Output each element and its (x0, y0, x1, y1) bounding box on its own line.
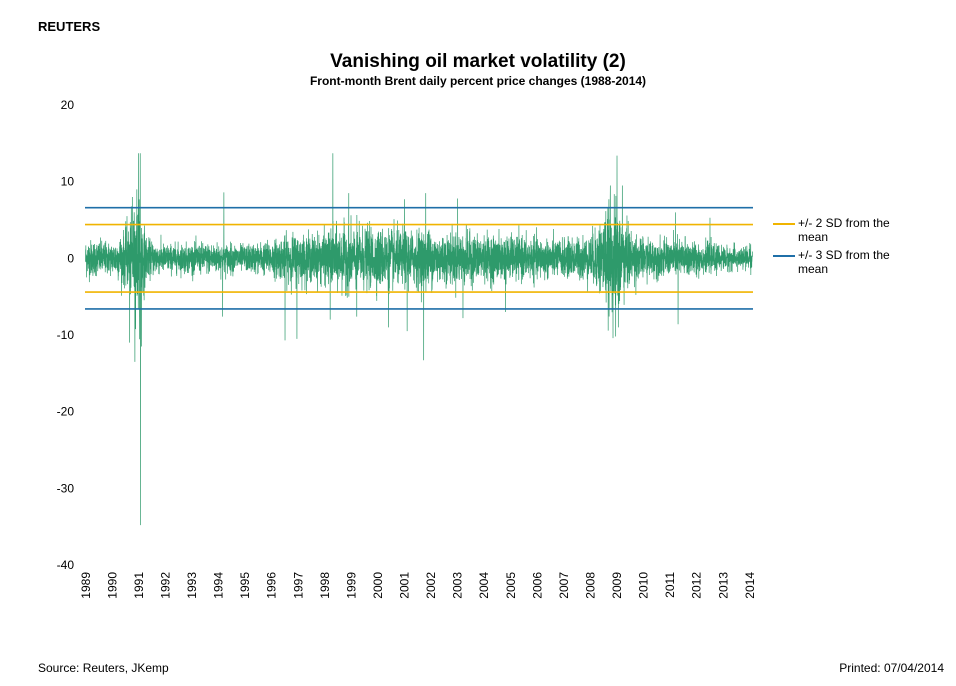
source-note: Source: Reuters, JKemp (38, 661, 169, 675)
x-tick-label: 2005 (504, 572, 518, 599)
x-tick-label: 2014 (743, 572, 757, 599)
x-tick-label: 2002 (424, 572, 438, 599)
x-tick-label: 2011 (663, 572, 677, 598)
x-tick-label: 2000 (371, 572, 385, 599)
y-tick-label: -10 (57, 328, 75, 342)
y-tick-label: -30 (57, 481, 75, 495)
x-tick-label: 2007 (557, 572, 571, 599)
legend-swatch-sd2 (773, 223, 795, 225)
x-tick-label: 2008 (583, 572, 597, 599)
y-tick-label: -40 (57, 558, 75, 572)
x-tick-label: 1997 (291, 572, 305, 599)
x-tick-label: 2009 (610, 572, 624, 599)
printed-date: Printed: 07/04/2014 (839, 661, 944, 675)
legend-label-sd3: +/- 3 SD from the mean (798, 248, 890, 276)
publisher-label: REUTERS (38, 19, 101, 34)
x-axis-ticks: 1989 1990 1991 1992 1993 1994 1995 1996 1997 1998… (79, 572, 757, 599)
legend-label-sd2: +/- 2 SD from the mean (798, 216, 890, 244)
legend-swatch-sd3 (773, 255, 795, 257)
x-tick-label: 2013 (716, 572, 730, 599)
x-tick-label: 2010 (637, 572, 651, 599)
chart-title: Vanishing oil market volatility (2) (330, 51, 626, 72)
x-tick-label: 2006 (530, 572, 544, 599)
x-tick-label: 1991 (132, 572, 146, 599)
x-tick-label: 1989 (79, 572, 93, 599)
sd-lines (85, 206, 753, 310)
x-tick-label: 1993 (185, 572, 199, 599)
y-tick-label: -20 (57, 405, 75, 419)
x-tick-label: 1992 (158, 572, 172, 599)
x-tick-label: 2012 (690, 572, 704, 599)
x-tick-label: 2004 (477, 572, 491, 599)
chart-subtitle: Front-month Brent daily percent price ch… (309, 74, 647, 88)
y-axis-ticks: 20 10 0 -10 -20 -30 -40 (57, 98, 75, 572)
x-tick-label: 1990 (105, 572, 119, 599)
y-tick-label: 0 (67, 251, 74, 265)
x-tick-label: 2003 (451, 572, 465, 599)
x-tick-label: 1998 (318, 572, 332, 599)
series-layer (85, 153, 753, 526)
x-tick-label: 1996 (265, 572, 279, 599)
series-line-daily-change (85, 153, 753, 526)
x-tick-label: 1994 (212, 572, 226, 599)
y-tick-label: 20 (61, 98, 75, 112)
x-tick-label: 2001 (398, 572, 412, 599)
x-tick-label: 1995 (238, 572, 252, 599)
x-tick-label: 1999 (344, 572, 358, 599)
y-tick-label: 10 (61, 175, 75, 189)
